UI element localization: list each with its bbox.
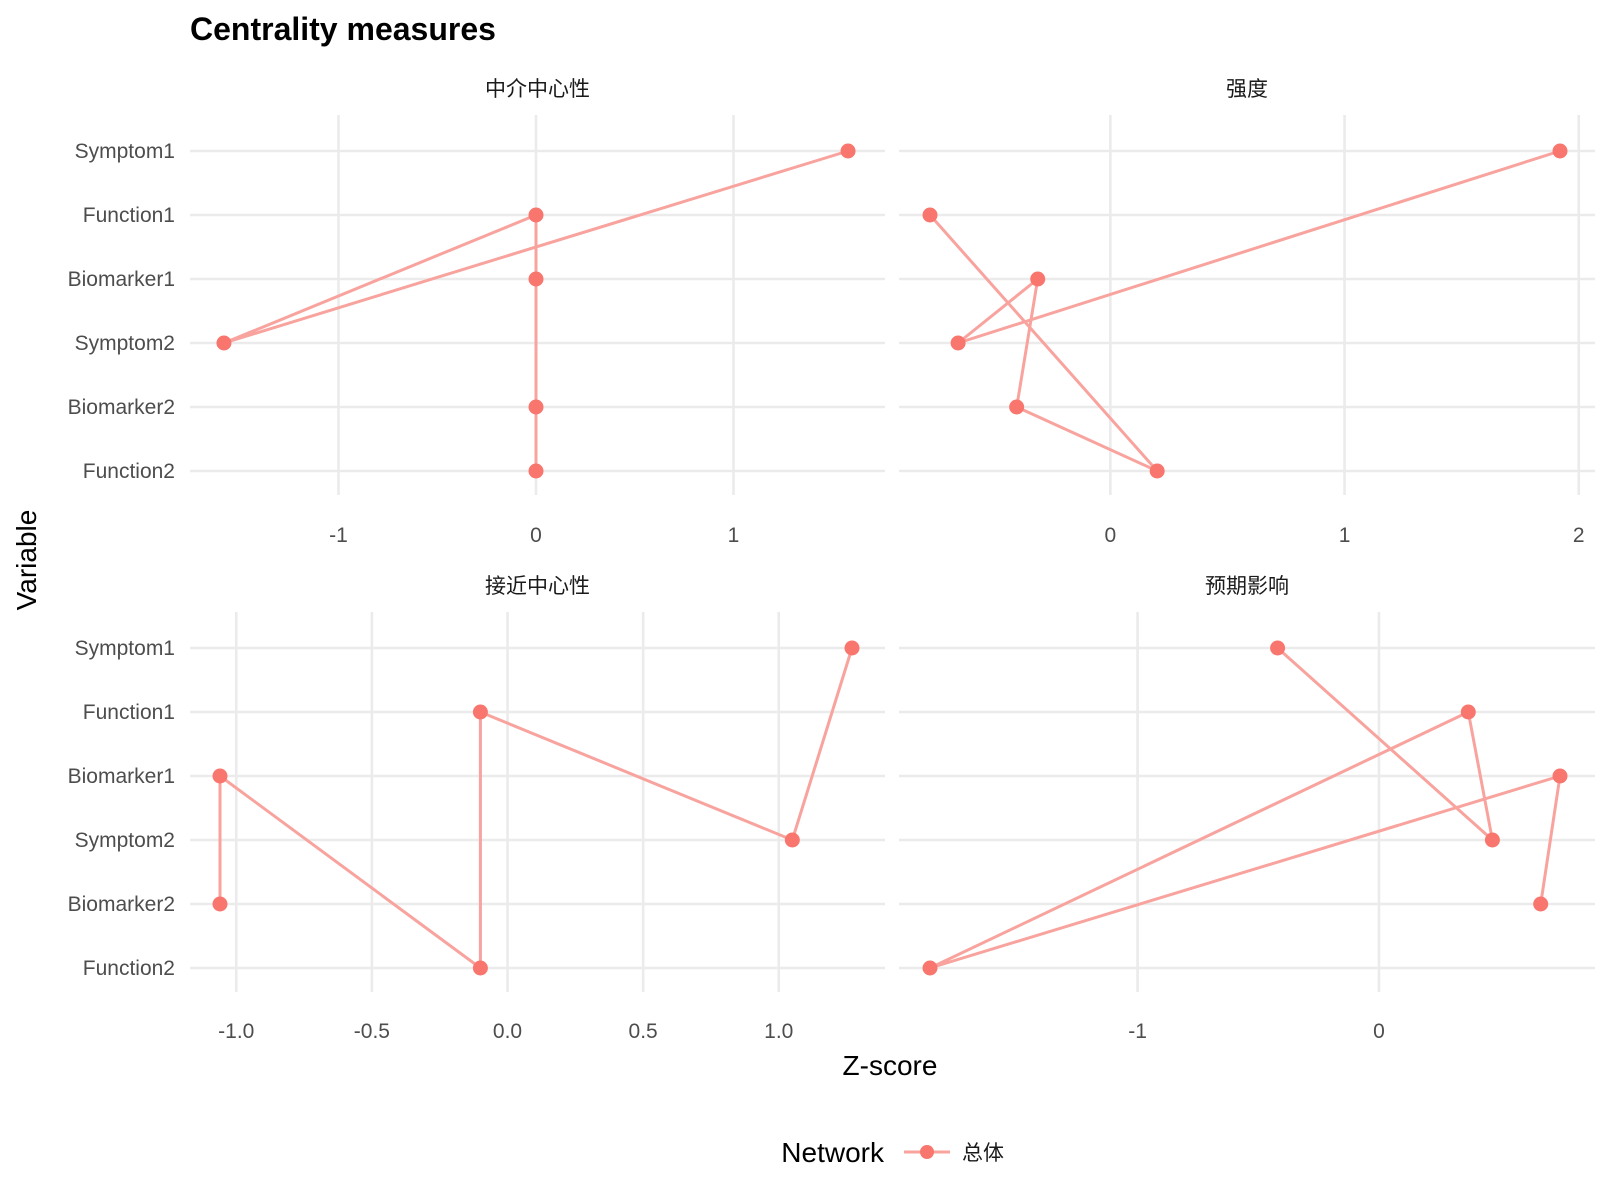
point-biomarker1 <box>1552 768 1568 784</box>
point-biomarker1 <box>212 768 228 784</box>
panel-1: 中介中心性 Symptom1 Function1 Biomarker1 Symptom2… <box>68 77 885 547</box>
panel-title: 预期影响 <box>1205 574 1289 598</box>
point-function2 <box>472 960 488 976</box>
y-tick-label: Symptom1 <box>75 637 175 660</box>
point-symptom2 <box>950 335 966 351</box>
point-biomarker1 <box>1030 271 1046 287</box>
x-tick-label: -0.5 <box>354 1020 390 1043</box>
x-tick-label: 1 <box>728 524 740 547</box>
panel-title: 强度 <box>1226 77 1268 101</box>
point-function1 <box>528 207 544 223</box>
series-line <box>928 646 1562 970</box>
x-tick-label: 0 <box>1104 524 1116 547</box>
panels: 中介中心性 Symptom1 Function1 Biomarker1 Symptom2… <box>68 77 1595 1043</box>
legend-key-point <box>920 1145 934 1159</box>
x-tick-label: -1 <box>1128 1020 1147 1043</box>
panel-title: 接近中心性 <box>485 574 590 598</box>
x-tick-label: 1.0 <box>764 1020 793 1043</box>
x-tick-label: 2 <box>1573 524 1585 547</box>
x-tick-label: 0 <box>1373 1020 1385 1043</box>
point-symptom2 <box>1484 832 1500 848</box>
panel-4: 预期影响 -1 0 <box>899 574 1595 1043</box>
y-tick-label: Symptom1 <box>75 140 175 163</box>
panel-3: 接近中心性 Symptom1 Function1 Biomarker1 Symptom2… <box>68 574 885 1043</box>
point-function1 <box>472 704 488 720</box>
point-symptom2 <box>784 832 800 848</box>
y-tick-label: Biomarker1 <box>68 765 175 788</box>
y-tick-label: Function1 <box>83 701 175 724</box>
y-tick-label: Function2 <box>83 460 175 483</box>
series-line <box>928 149 1561 473</box>
point-function1 <box>1460 704 1476 720</box>
x-tick-label: -1.0 <box>218 1020 254 1043</box>
point-symptom2 <box>216 335 232 351</box>
panel-title: 中介中心性 <box>485 77 590 101</box>
point-symptom1 <box>1552 143 1568 159</box>
legend: Network 总体 <box>781 1137 1004 1168</box>
point-function1 <box>922 207 938 223</box>
x-tick-label: -1 <box>329 524 348 547</box>
series-line <box>222 149 849 471</box>
point-biomarker2 <box>212 896 228 912</box>
x-axis-label: Z-score <box>843 1050 938 1081</box>
chart-title: Centrality measures <box>190 11 496 47</box>
y-tick-label: Biomarker1 <box>68 268 175 291</box>
panel-2: 强度 0 1 2 <box>899 77 1595 547</box>
point-symptom1 <box>840 143 856 159</box>
x-tick-label: 0.5 <box>629 1020 658 1043</box>
point-biomarker2 <box>1533 896 1549 912</box>
point-biomarker1 <box>528 271 544 287</box>
point-symptom1 <box>1270 640 1286 656</box>
point-biomarker2 <box>528 399 544 415</box>
y-tick-label: Symptom2 <box>75 829 175 852</box>
y-axis-label: Variable <box>11 510 42 611</box>
y-tick-label: Function2 <box>83 957 175 980</box>
x-tick-label: 0 <box>530 524 542 547</box>
y-tick-label: Biomarker2 <box>68 893 175 916</box>
point-function2 <box>922 960 938 976</box>
y-tick-label: Symptom2 <box>75 332 175 355</box>
point-function2 <box>1149 463 1165 479</box>
series-line <box>218 647 854 970</box>
legend-title: Network <box>781 1137 885 1168</box>
point-biomarker2 <box>1009 399 1025 415</box>
y-tick-label: Biomarker2 <box>68 396 175 419</box>
legend-item-label: 总体 <box>962 1141 1004 1165</box>
point-symptom1 <box>844 640 860 656</box>
y-tick-label: Function1 <box>83 204 175 227</box>
x-tick-label: 1 <box>1339 524 1351 547</box>
x-tick-label: 0.0 <box>493 1020 522 1043</box>
point-function2 <box>528 463 544 479</box>
